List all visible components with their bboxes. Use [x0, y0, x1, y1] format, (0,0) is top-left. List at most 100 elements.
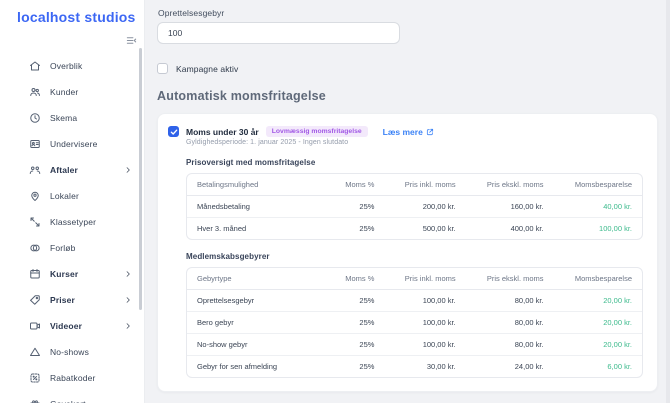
learn-more-label: Læs mere — [382, 126, 423, 137]
sidebar-item-overblik[interactable]: Overblik — [0, 53, 144, 79]
sidebar-collapse-icon[interactable] — [126, 33, 137, 51]
sidebar-item-undervisere[interactable]: Undervisere — [0, 131, 144, 157]
vat-rule-header: Moms under 30 år Lovmæssig momsfritagels… — [168, 126, 643, 146]
brand-logo[interactable]: localhost studios — [17, 9, 136, 25]
calendar-icon — [29, 268, 41, 280]
table-cell: 24,00 kr. — [465, 355, 554, 377]
table-cell: 40,00 kr. — [603, 202, 632, 211]
table-cell: 80,00 kr. — [465, 333, 554, 356]
vat-section-title: Automatisk momsfritagelse — [157, 89, 326, 103]
table-cell: 20,00 kr. — [553, 333, 642, 356]
external-link-icon — [426, 128, 433, 135]
sidebar-item-skema[interactable]: Skema — [0, 105, 144, 131]
table-cell: Bero gebyr — [187, 311, 329, 334]
sidebar-item-label: Gavekort — [50, 399, 86, 403]
sidebar-item-label: Videoer — [50, 321, 83, 331]
sidebar-item-priser[interactable]: Priser — [0, 287, 144, 313]
table-cell: 100,00 kr. — [422, 296, 456, 305]
table-header-row: Gebyrtype Moms % Pris inkl. moms Pris ekskl… — [187, 268, 642, 290]
table-cell: 25% — [328, 333, 385, 356]
table-cell: Hver 3. måned — [187, 217, 329, 239]
table-cell: 400,00 kr. — [465, 217, 554, 239]
table-cell: Oprettelsesgebyr — [197, 296, 255, 305]
column-header: Betalingsmulighed — [187, 174, 329, 196]
rings-icon — [29, 242, 41, 254]
learn-more-link[interactable]: Læs mere — [383, 127, 434, 137]
sidebar-item-label: No-shows — [50, 347, 89, 357]
sidebar-item-label: Kurser — [50, 269, 79, 279]
sidebar-item-aftaler[interactable]: Aftaler — [0, 157, 144, 183]
sidebar-header — [0, 33, 144, 49]
sidebar-item-gavekort[interactable]: Gavekort — [0, 391, 144, 403]
sidebar-item-lokaler[interactable]: Lokaler — [0, 183, 144, 209]
price-table: Betalingsmulighed Moms % Pris inkl. moms Pr… — [186, 173, 643, 240]
id-badge-icon — [29, 138, 41, 150]
vat-card: Moms under 30 år Lovmæssig momsfritagels… — [157, 113, 658, 392]
sidebar-item-label: Lokaler — [50, 191, 79, 201]
table-cell: Gebyr for sen afmelding — [187, 355, 329, 377]
table-cell: 25% — [359, 202, 375, 211]
sidebar-item-no-shows[interactable]: No-shows — [0, 339, 144, 365]
gift-icon — [29, 398, 41, 403]
home-icon — [29, 60, 41, 72]
column-header: Pris ekskl. moms — [465, 174, 554, 196]
vat-rule-text: Moms under 30 år Lovmæssig momsfritagels… — [186, 126, 434, 146]
table-cell: 100,00 kr. — [553, 217, 642, 239]
table-cell: 160,00 kr. — [510, 202, 544, 211]
column-header: Moms % — [328, 268, 385, 290]
table-cell: 100,00 kr. — [384, 311, 466, 334]
page-scrollbar[interactable] — [666, 0, 670, 403]
campaign-checkbox[interactable] — [157, 63, 168, 74]
warning-triangle-icon — [29, 346, 41, 358]
table-cell: 25% — [328, 311, 385, 334]
column-header: Momsbesparelse — [553, 174, 642, 196]
table-row: Gebyr for sen afmelding 25% 30,00 kr. 24,00… — [187, 355, 642, 377]
check-icon — [170, 129, 177, 135]
table-cell: 100,00 kr. — [384, 333, 466, 356]
sidebar-item-klassetyper[interactable]: Klassetyper — [0, 209, 144, 235]
table-cell: 6,00 kr. — [553, 355, 642, 377]
sidebar-item-kunder[interactable]: Kunder — [0, 79, 144, 105]
column-header: Gebyrtype — [187, 268, 329, 290]
main-content: Oprettelsesgebyr Kampagne aktiv Automati… — [145, 0, 670, 403]
sidebar-item-label: Priser — [50, 295, 76, 305]
table-header-row: Betalingsmulighed Moms % Pris inkl. moms Pr… — [187, 174, 642, 196]
sidebar-item-videoer[interactable]: Videoer — [0, 313, 144, 339]
sidebar-item-kurser[interactable]: Kurser — [0, 261, 144, 287]
chevron-right-icon — [124, 270, 132, 278]
sidebar-item-forloeb[interactable]: Forløb — [0, 235, 144, 261]
sidebar-nav: Overblik Kunder Skema Undervisere Aftaler Lok… — [0, 53, 144, 403]
table-row: Hver 3. måned 25% 500,00 kr. 400,00 kr. 100,… — [187, 217, 642, 239]
sidebar: localhost studios Overblik Kunder Skema Und… — [0, 0, 145, 403]
legal-exemption-badge: Lovmæssig momsfritagelse — [265, 126, 368, 137]
column-header: Pris inkl. moms — [384, 268, 466, 290]
sidebar-item-rabatkoder[interactable]: Rabatkoder — [0, 365, 144, 391]
table-cell: 25% — [359, 296, 375, 305]
fees-table: Gebyrtype Moms % Pris inkl. moms Pris ekskl… — [186, 267, 643, 378]
column-header: Pris ekskl. moms — [465, 268, 554, 290]
table-cell: 80,00 kr. — [465, 311, 554, 334]
discount-icon — [29, 372, 41, 384]
table-cell: 20,00 kr. — [553, 311, 642, 334]
table-cell: 200,00 kr. — [422, 202, 456, 211]
table-row: Oprettelsesgebyr 25% 100,00 kr. 80,00 kr. 20… — [187, 290, 642, 312]
table-cell: 500,00 kr. — [384, 217, 466, 239]
campaign-checkbox-label: Kampagne aktiv — [176, 63, 239, 74]
price-table-title: Prisoversigt med momsfritagelse — [186, 158, 316, 167]
fee-field-label: Oprettelsesgebyr — [158, 8, 225, 18]
table-row: No-show gebyr 25% 100,00 kr. 80,00 kr. 20,00… — [187, 333, 642, 356]
people-icon — [29, 164, 41, 176]
video-icon — [29, 320, 41, 332]
column-header: Momsbesparelse — [553, 268, 642, 290]
sidebar-item-label: Kunder — [50, 87, 79, 97]
table-cell: 80,00 kr. — [514, 296, 544, 305]
table-row: Bero gebyr 25% 100,00 kr. 80,00 kr. 20,00 kr… — [187, 311, 642, 334]
chevron-right-icon — [124, 166, 132, 174]
vat-rule-checkbox[interactable] — [168, 126, 179, 137]
users-icon — [29, 86, 41, 98]
column-header: Pris inkl. moms — [384, 174, 466, 196]
table-cell: Månedsbetaling — [197, 202, 250, 211]
sidebar-scrollbar[interactable] — [139, 48, 142, 310]
campaign-checkbox-row: Kampagne aktiv — [157, 63, 658, 74]
fee-input[interactable] — [157, 22, 400, 44]
